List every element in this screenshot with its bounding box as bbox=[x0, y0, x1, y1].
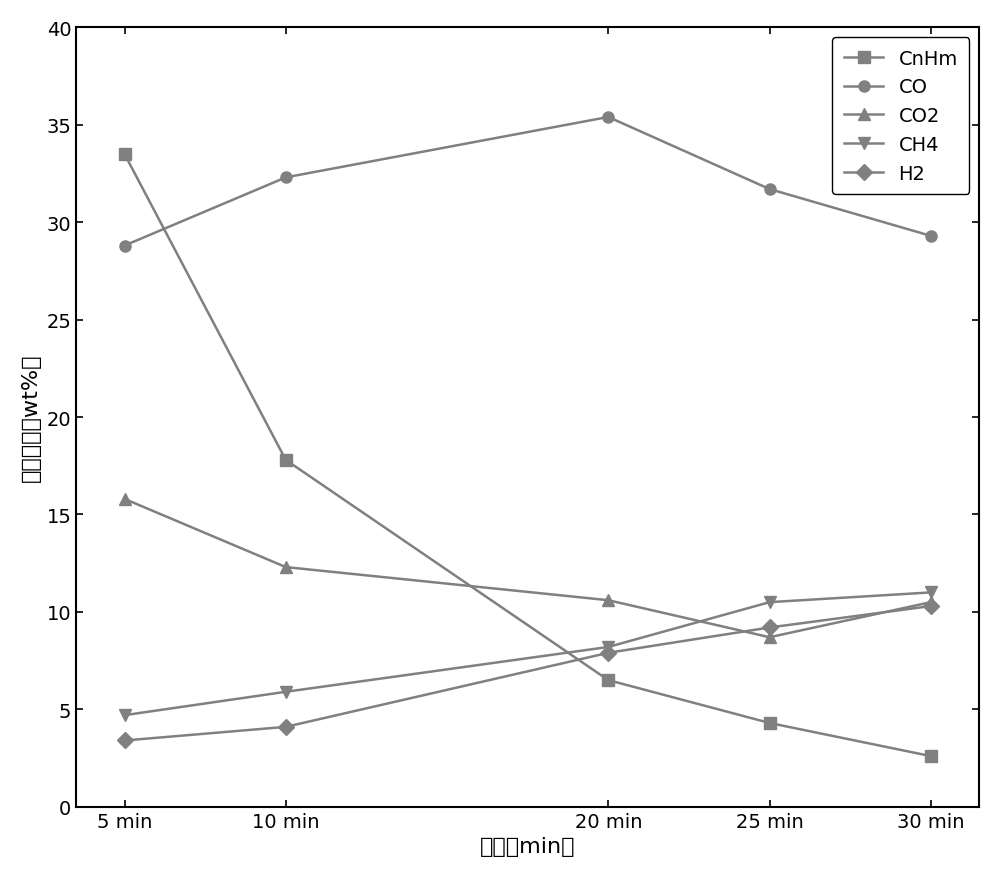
Line: CO: CO bbox=[119, 112, 936, 252]
CO2 bbox=[764, 632, 776, 643]
CH4 bbox=[602, 642, 614, 652]
CH4 bbox=[764, 597, 776, 608]
CnHm bbox=[602, 675, 614, 686]
Line: CnHm: CnHm bbox=[119, 149, 936, 762]
CO bbox=[925, 232, 937, 242]
CO bbox=[764, 184, 776, 195]
Line: CH4: CH4 bbox=[119, 588, 936, 721]
H2 bbox=[764, 623, 776, 633]
CnHm bbox=[925, 751, 937, 761]
CH4 bbox=[119, 710, 131, 721]
Line: CO2: CO2 bbox=[119, 494, 936, 643]
H2 bbox=[119, 736, 131, 746]
CnHm bbox=[119, 150, 131, 160]
CO2 bbox=[602, 595, 614, 606]
CO bbox=[602, 112, 614, 123]
CO bbox=[280, 173, 292, 183]
CO bbox=[119, 241, 131, 252]
CO2 bbox=[925, 597, 937, 608]
CnHm bbox=[764, 718, 776, 729]
CO2 bbox=[119, 494, 131, 504]
H2 bbox=[280, 722, 292, 732]
Y-axis label: 物质含量（wt%）: 物质含量（wt%） bbox=[21, 353, 41, 481]
CH4 bbox=[925, 588, 937, 598]
CH4 bbox=[280, 687, 292, 697]
Line: H2: H2 bbox=[119, 601, 936, 746]
CO2 bbox=[280, 562, 292, 573]
H2 bbox=[925, 601, 937, 611]
Legend: CnHm, CO, CO2, CH4, H2: CnHm, CO, CO2, CH4, H2 bbox=[832, 38, 969, 195]
H2 bbox=[602, 648, 614, 659]
X-axis label: 时间（min）: 时间（min） bbox=[480, 836, 575, 856]
CnHm bbox=[280, 455, 292, 466]
